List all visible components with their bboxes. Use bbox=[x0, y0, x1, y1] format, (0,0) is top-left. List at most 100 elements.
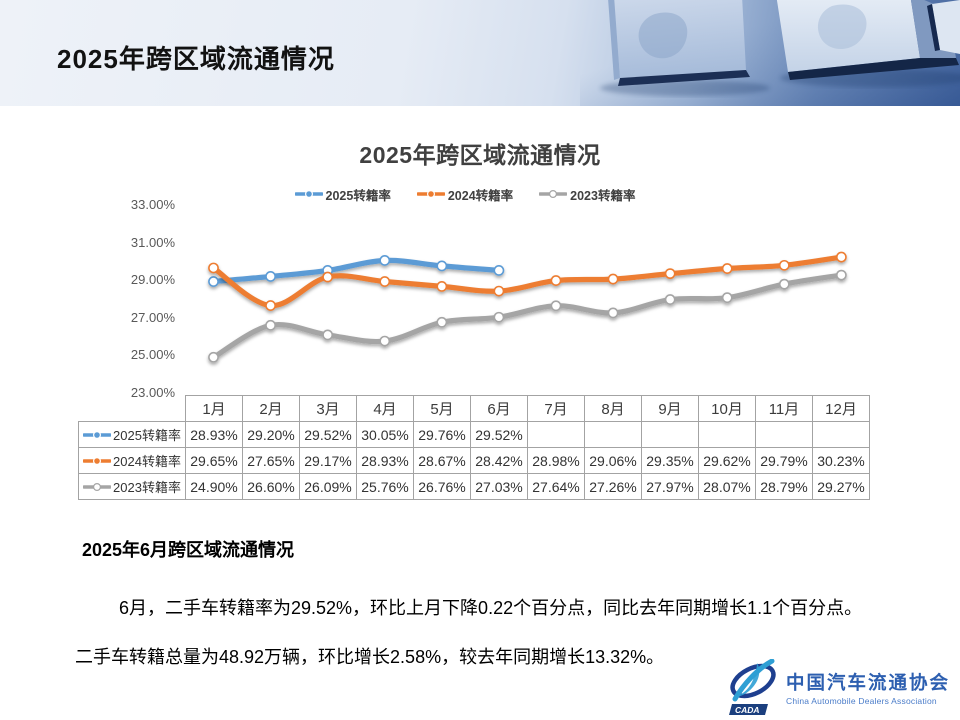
table-row-2025转籍率: 2025转籍率 28.93% 29.20% 29.52% 30.05% 29.76% 29.… bbox=[78, 421, 870, 448]
month-header: 11月 bbox=[755, 395, 813, 422]
data-point-marker bbox=[208, 276, 219, 287]
value-cell: 26.76% bbox=[413, 473, 471, 500]
chart-series-2023转籍率 bbox=[208, 269, 847, 363]
data-point-marker bbox=[835, 269, 847, 281]
legend-item-2025转籍率: 2025转籍率 bbox=[294, 185, 391, 204]
value-cell: 29.65% bbox=[185, 447, 243, 474]
month-header: 3月 bbox=[299, 395, 357, 422]
series-marker-icon bbox=[83, 482, 112, 491]
line-chart-plot bbox=[208, 251, 847, 363]
slide-header: 2025年跨区域流通情况 bbox=[0, 0, 960, 106]
data-point-marker bbox=[436, 281, 448, 292]
value-cell bbox=[527, 421, 585, 448]
value-cell bbox=[584, 421, 642, 448]
value-cell: 29.52% bbox=[299, 421, 357, 448]
value-cell: 29.79% bbox=[755, 447, 813, 474]
value-cell: 30.23% bbox=[812, 447, 870, 474]
data-point-marker bbox=[436, 260, 448, 272]
y-tick-label: 23.00% bbox=[130, 385, 175, 400]
cube-left bbox=[608, 0, 750, 86]
month-header: 7月 bbox=[527, 395, 585, 422]
month-header: 4月 bbox=[356, 395, 414, 422]
table-row-2023转籍率: 2023转籍率 24.90% 26.60% 26.09% 25.76% 26.76% 27.… bbox=[78, 473, 870, 500]
month-header: 12月 bbox=[812, 395, 870, 422]
chart-title: 2025年跨区域流通情况 bbox=[359, 142, 601, 168]
summary-line-1: 6月，二手车转籍率为29.52%，环比上月下降0.22个百分点，同比去年同期增长… bbox=[119, 598, 863, 618]
data-point-marker bbox=[664, 294, 676, 305]
value-cell: 28.93% bbox=[185, 421, 243, 448]
value-cell: 29.27% bbox=[812, 473, 870, 500]
data-point-marker bbox=[493, 265, 505, 276]
value-cell: 28.93% bbox=[356, 447, 414, 474]
cubes-graphic bbox=[580, 0, 960, 106]
data-point-marker bbox=[493, 285, 505, 297]
series-name: 2023转籍率 bbox=[113, 480, 181, 495]
month-header: 9月 bbox=[641, 395, 699, 422]
y-tick-label: 31.00% bbox=[130, 234, 175, 250]
chart-series-2024转籍率 bbox=[208, 251, 847, 311]
page-title: 2025年跨区域流通情况 bbox=[57, 44, 335, 74]
data-point-marker bbox=[322, 329, 334, 341]
month-header: 2月 bbox=[242, 395, 300, 422]
series-marker-icon bbox=[83, 456, 112, 465]
value-cell: 28.79% bbox=[755, 473, 813, 500]
data-point-marker bbox=[664, 268, 676, 280]
data-point-marker bbox=[208, 262, 219, 274]
table-corner-cell bbox=[79, 396, 186, 422]
data-point-marker bbox=[607, 307, 619, 319]
summary-paragraph: 6月，二手车转籍率为29.52%，环比上月下降0.22个百分点，同比去年同期增长… bbox=[75, 584, 911, 682]
legend-label: 2025转籍率 bbox=[325, 188, 391, 203]
value-cell: 24.90% bbox=[185, 473, 243, 500]
value-cell bbox=[698, 421, 756, 448]
series-marker-icon bbox=[539, 189, 568, 199]
value-cell: 29.17% bbox=[299, 447, 357, 474]
value-cell: 30.05% bbox=[356, 421, 414, 448]
month-header: 6月 bbox=[470, 395, 528, 422]
series-row-label: 2023转籍率 bbox=[78, 473, 186, 500]
value-cell: 27.64% bbox=[527, 473, 585, 500]
data-point-marker bbox=[778, 278, 790, 290]
series-row-label: 2024转籍率 bbox=[78, 447, 186, 474]
data-point-marker bbox=[379, 276, 391, 287]
value-cell: 29.52% bbox=[470, 421, 528, 448]
cada-logo-icon: CADA bbox=[729, 659, 776, 715]
value-cell: 27.26% bbox=[584, 473, 642, 500]
data-point-marker bbox=[265, 319, 276, 331]
table-header-row: 1月 2月 3月 4月 5月 6月 7月 8月 9月 10月 11月 12月 bbox=[79, 395, 870, 422]
series-marker-icon bbox=[416, 189, 445, 199]
value-cell: 29.20% bbox=[242, 421, 300, 448]
series-marker-icon bbox=[294, 189, 323, 199]
legend-label: 2024转籍率 bbox=[447, 188, 514, 203]
logo-text: 中国汽车流通协会 China Automobile Dealers Associ… bbox=[786, 669, 950, 706]
data-point-marker bbox=[607, 273, 619, 285]
month-header: 5月 bbox=[413, 395, 471, 422]
value-cell: 29.76% bbox=[413, 421, 471, 448]
data-point-marker bbox=[379, 335, 391, 347]
data-point-marker bbox=[550, 300, 562, 312]
value-cell bbox=[812, 421, 870, 448]
cada-badge-box bbox=[729, 704, 768, 715]
chart-legend: 2025转籍率 2024转籍率 2023转籍率 bbox=[185, 185, 745, 203]
series-marker-icon bbox=[83, 430, 112, 439]
summary-heading: 2025年6月跨区域流通情况 bbox=[82, 540, 295, 560]
data-point-marker bbox=[208, 351, 219, 363]
value-cell: 28.07% bbox=[698, 473, 756, 500]
legend-item-2024转籍率: 2024转籍率 bbox=[416, 185, 514, 204]
month-header: 1月 bbox=[185, 395, 243, 422]
data-point-marker bbox=[721, 263, 733, 274]
value-cell: 29.35% bbox=[641, 447, 699, 474]
series-name: 2025转籍率 bbox=[113, 428, 181, 443]
cube-right bbox=[927, 0, 960, 54]
data-point-marker bbox=[322, 271, 334, 283]
value-cell: 27.03% bbox=[470, 473, 528, 500]
series-name: 2024转籍率 bbox=[113, 454, 181, 469]
cada-badge-text: CADA bbox=[735, 705, 760, 715]
y-tick-label: 27.00% bbox=[130, 309, 175, 325]
legend-item-2023转籍率: 2023转籍率 bbox=[539, 185, 635, 204]
value-cell bbox=[755, 421, 813, 448]
value-cell: 27.65% bbox=[242, 447, 300, 474]
value-cell: 28.67% bbox=[413, 447, 471, 474]
value-cell: 28.98% bbox=[527, 447, 585, 474]
value-cell: 27.97% bbox=[641, 473, 699, 500]
